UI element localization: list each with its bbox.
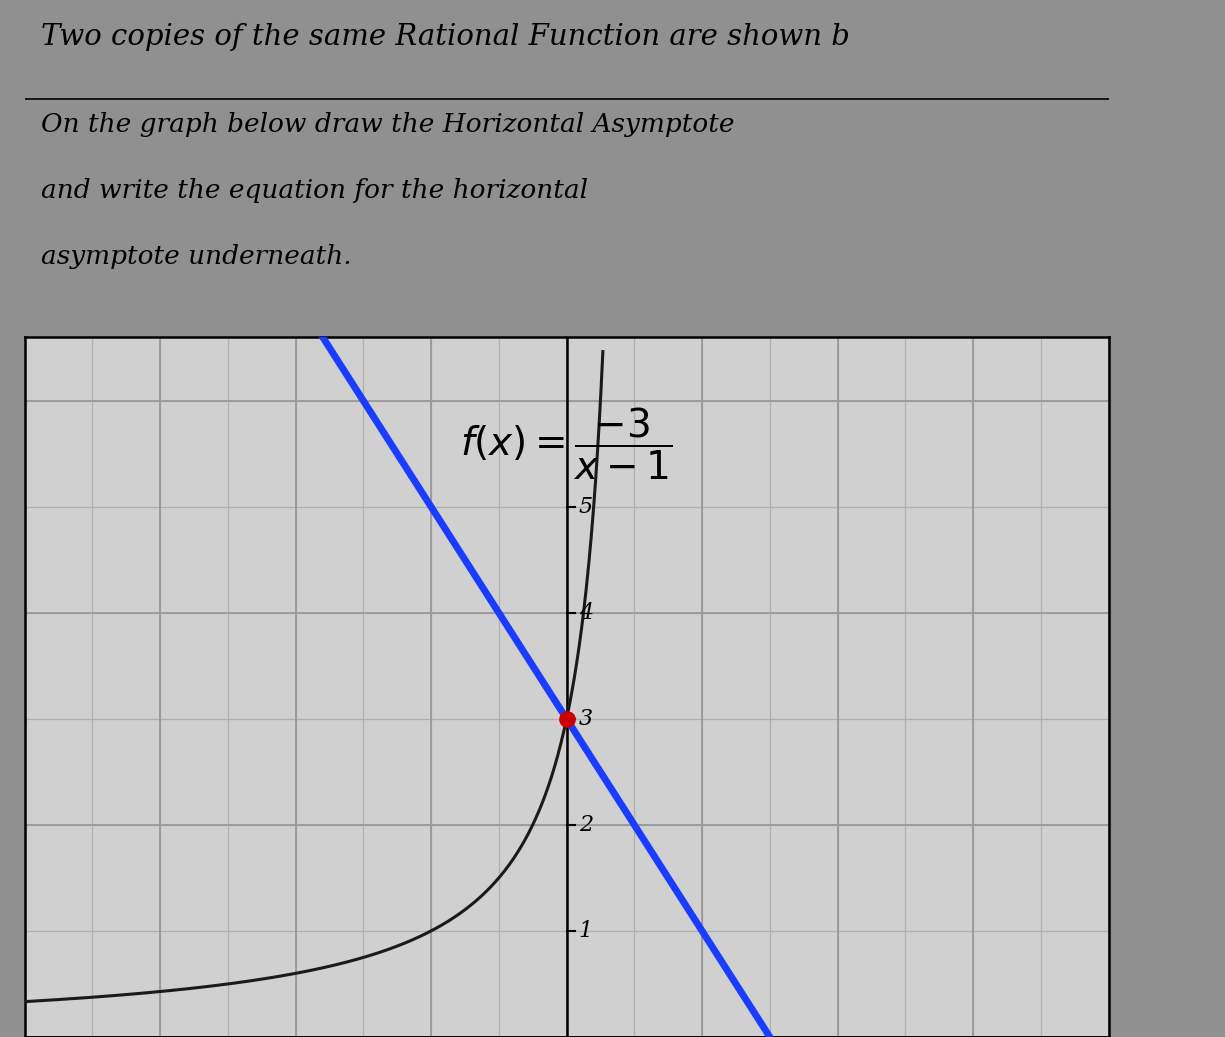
- Text: $f(x) = \dfrac{-3}{x - 1}$: $f(x) = \dfrac{-3}{x - 1}$: [461, 405, 673, 482]
- Text: 2: 2: [578, 814, 593, 836]
- Text: 5: 5: [578, 496, 593, 517]
- Text: asymptote underneath.: asymptote underneath.: [40, 245, 352, 270]
- Text: 4: 4: [578, 601, 593, 624]
- Text: On the graph below draw the Horizontal Asymptote: On the graph below draw the Horizontal A…: [40, 112, 734, 137]
- Text: Two copies of the same Rational Function are shown b: Two copies of the same Rational Function…: [40, 23, 850, 51]
- Text: 3: 3: [578, 708, 593, 730]
- Text: and write the equation for the horizontal: and write the equation for the horizonta…: [40, 178, 588, 203]
- Text: 1: 1: [578, 920, 593, 942]
